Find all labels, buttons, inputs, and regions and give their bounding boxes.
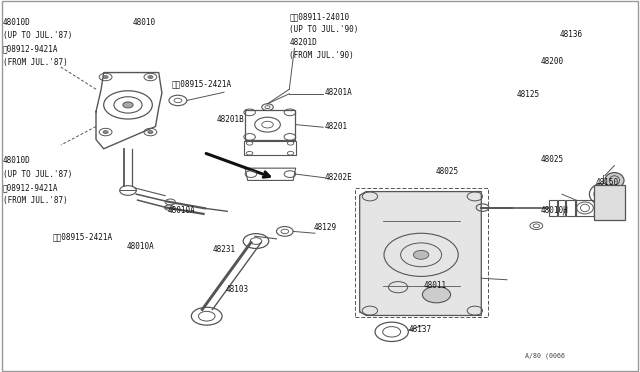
Text: 48201D: 48201D [289, 38, 317, 47]
Circle shape [103, 131, 108, 134]
Circle shape [123, 102, 133, 108]
Text: 48025: 48025 [541, 155, 564, 164]
Text: (UP TO JUL.'90): (UP TO JUL.'90) [289, 25, 358, 34]
Text: 48231: 48231 [212, 246, 236, 254]
Text: 48010A: 48010A [168, 206, 195, 215]
Text: 48010H: 48010H [541, 206, 568, 215]
Circle shape [413, 250, 429, 259]
Text: 48025: 48025 [435, 167, 458, 176]
Bar [558, 200, 565, 216]
Text: 48010D: 48010D [3, 156, 30, 165]
Text: (FROM JUL.'87): (FROM JUL.'87) [3, 196, 67, 205]
Bar [245, 110, 295, 140]
Text: Ⓝ​08911-24010: Ⓝ​08911-24010 [289, 12, 349, 21]
Text: 48201: 48201 [325, 122, 348, 131]
Text: ⓝ08912-9421A: ⓝ08912-9421A [3, 45, 58, 54]
Circle shape [422, 286, 451, 303]
Text: 48136: 48136 [560, 30, 583, 39]
Text: 48202E: 48202E [325, 173, 353, 182]
Bar [549, 200, 557, 216]
Text: Ⓡ​08915-2421A: Ⓡ​08915-2421A [172, 79, 232, 88]
Text: 48200: 48200 [541, 57, 564, 66]
Circle shape [148, 131, 153, 134]
Text: 48201A: 48201A [325, 88, 353, 97]
Bar [566, 200, 575, 216]
Text: (UP TO JUL.'87): (UP TO JUL.'87) [3, 170, 72, 179]
Text: 48125: 48125 [517, 90, 540, 99]
Text: (UP TO JUL.'87): (UP TO JUL.'87) [3, 31, 72, 40]
Text: 48103: 48103 [225, 285, 248, 294]
Text: 48201B: 48201B [216, 115, 244, 124]
Text: (FROM JUL.'87): (FROM JUL.'87) [3, 58, 67, 67]
Text: (FROM JUL.'90): (FROM JUL.'90) [289, 51, 354, 60]
Circle shape [148, 76, 153, 78]
Circle shape [103, 76, 108, 78]
Text: 48150: 48150 [595, 178, 618, 187]
Text: A/80 (0066: A/80 (0066 [525, 352, 564, 359]
Ellipse shape [605, 173, 624, 188]
Text: 48137: 48137 [408, 325, 431, 334]
Text: 48010D: 48010D [3, 18, 30, 27]
Polygon shape [360, 192, 481, 315]
Bar [244, 141, 296, 155]
Text: 48010: 48010 [133, 18, 156, 27]
Text: 48011: 48011 [424, 281, 447, 290]
Text: Ⓡ​08915-2421A: Ⓡ​08915-2421A [52, 233, 113, 242]
Text: ⓝ08912-9421A: ⓝ08912-9421A [3, 183, 58, 192]
Text: 48010A: 48010A [127, 242, 154, 251]
Bar [594, 185, 625, 220]
Text: 48129: 48129 [314, 223, 337, 232]
